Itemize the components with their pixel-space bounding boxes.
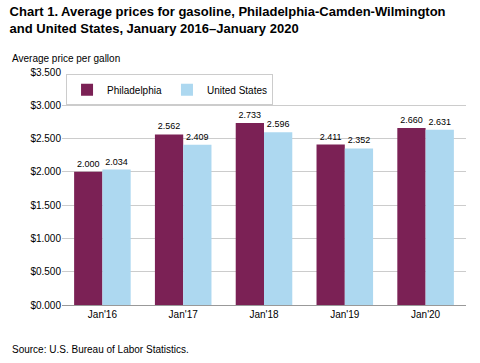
svg-text:$1.500: $1.500 [30,200,61,211]
svg-text:$2.000: $2.000 [30,166,61,177]
svg-text:$3.500: $3.500 [30,67,61,78]
svg-text:2.409: 2.409 [186,132,209,142]
svg-text:Jan'17: Jan'17 [169,309,199,320]
svg-text:2.596: 2.596 [267,119,290,129]
svg-text:$2.500: $2.500 [30,133,61,144]
svg-text:United States: United States [207,85,267,96]
svg-text:2.660: 2.660 [400,115,423,125]
svg-text:Source: U.S. Bureau of Labor S: Source: U.S. Bureau of Labor Statistics. [12,344,189,355]
svg-text:2.562: 2.562 [158,121,181,131]
svg-text:Jan'16: Jan'16 [88,309,118,320]
svg-text:Philadelphia: Philadelphia [107,85,162,96]
svg-text:Chart 1. Average prices for ga: Chart 1. Average prices for gasoline, Ph… [10,4,446,36]
svg-text:Jan'18: Jan'18 [249,309,279,320]
svg-text:2.000: 2.000 [77,159,100,169]
svg-text:$1.000: $1.000 [30,233,61,244]
svg-text:2.034: 2.034 [105,157,128,167]
svg-text:Jan'19: Jan'19 [330,309,360,320]
svg-text:$0.000: $0.000 [30,300,61,311]
svg-text:2.631: 2.631 [428,117,451,127]
svg-text:$0.500: $0.500 [30,266,61,277]
svg-text:2.352: 2.352 [348,135,371,145]
svg-text:$3.000: $3.000 [30,100,61,111]
svg-text:2.411: 2.411 [320,132,342,142]
svg-text:2.733: 2.733 [239,110,262,120]
svg-text:Average price per gallon: Average price per gallon [12,53,120,64]
svg-text:Jan'20: Jan'20 [411,309,441,320]
